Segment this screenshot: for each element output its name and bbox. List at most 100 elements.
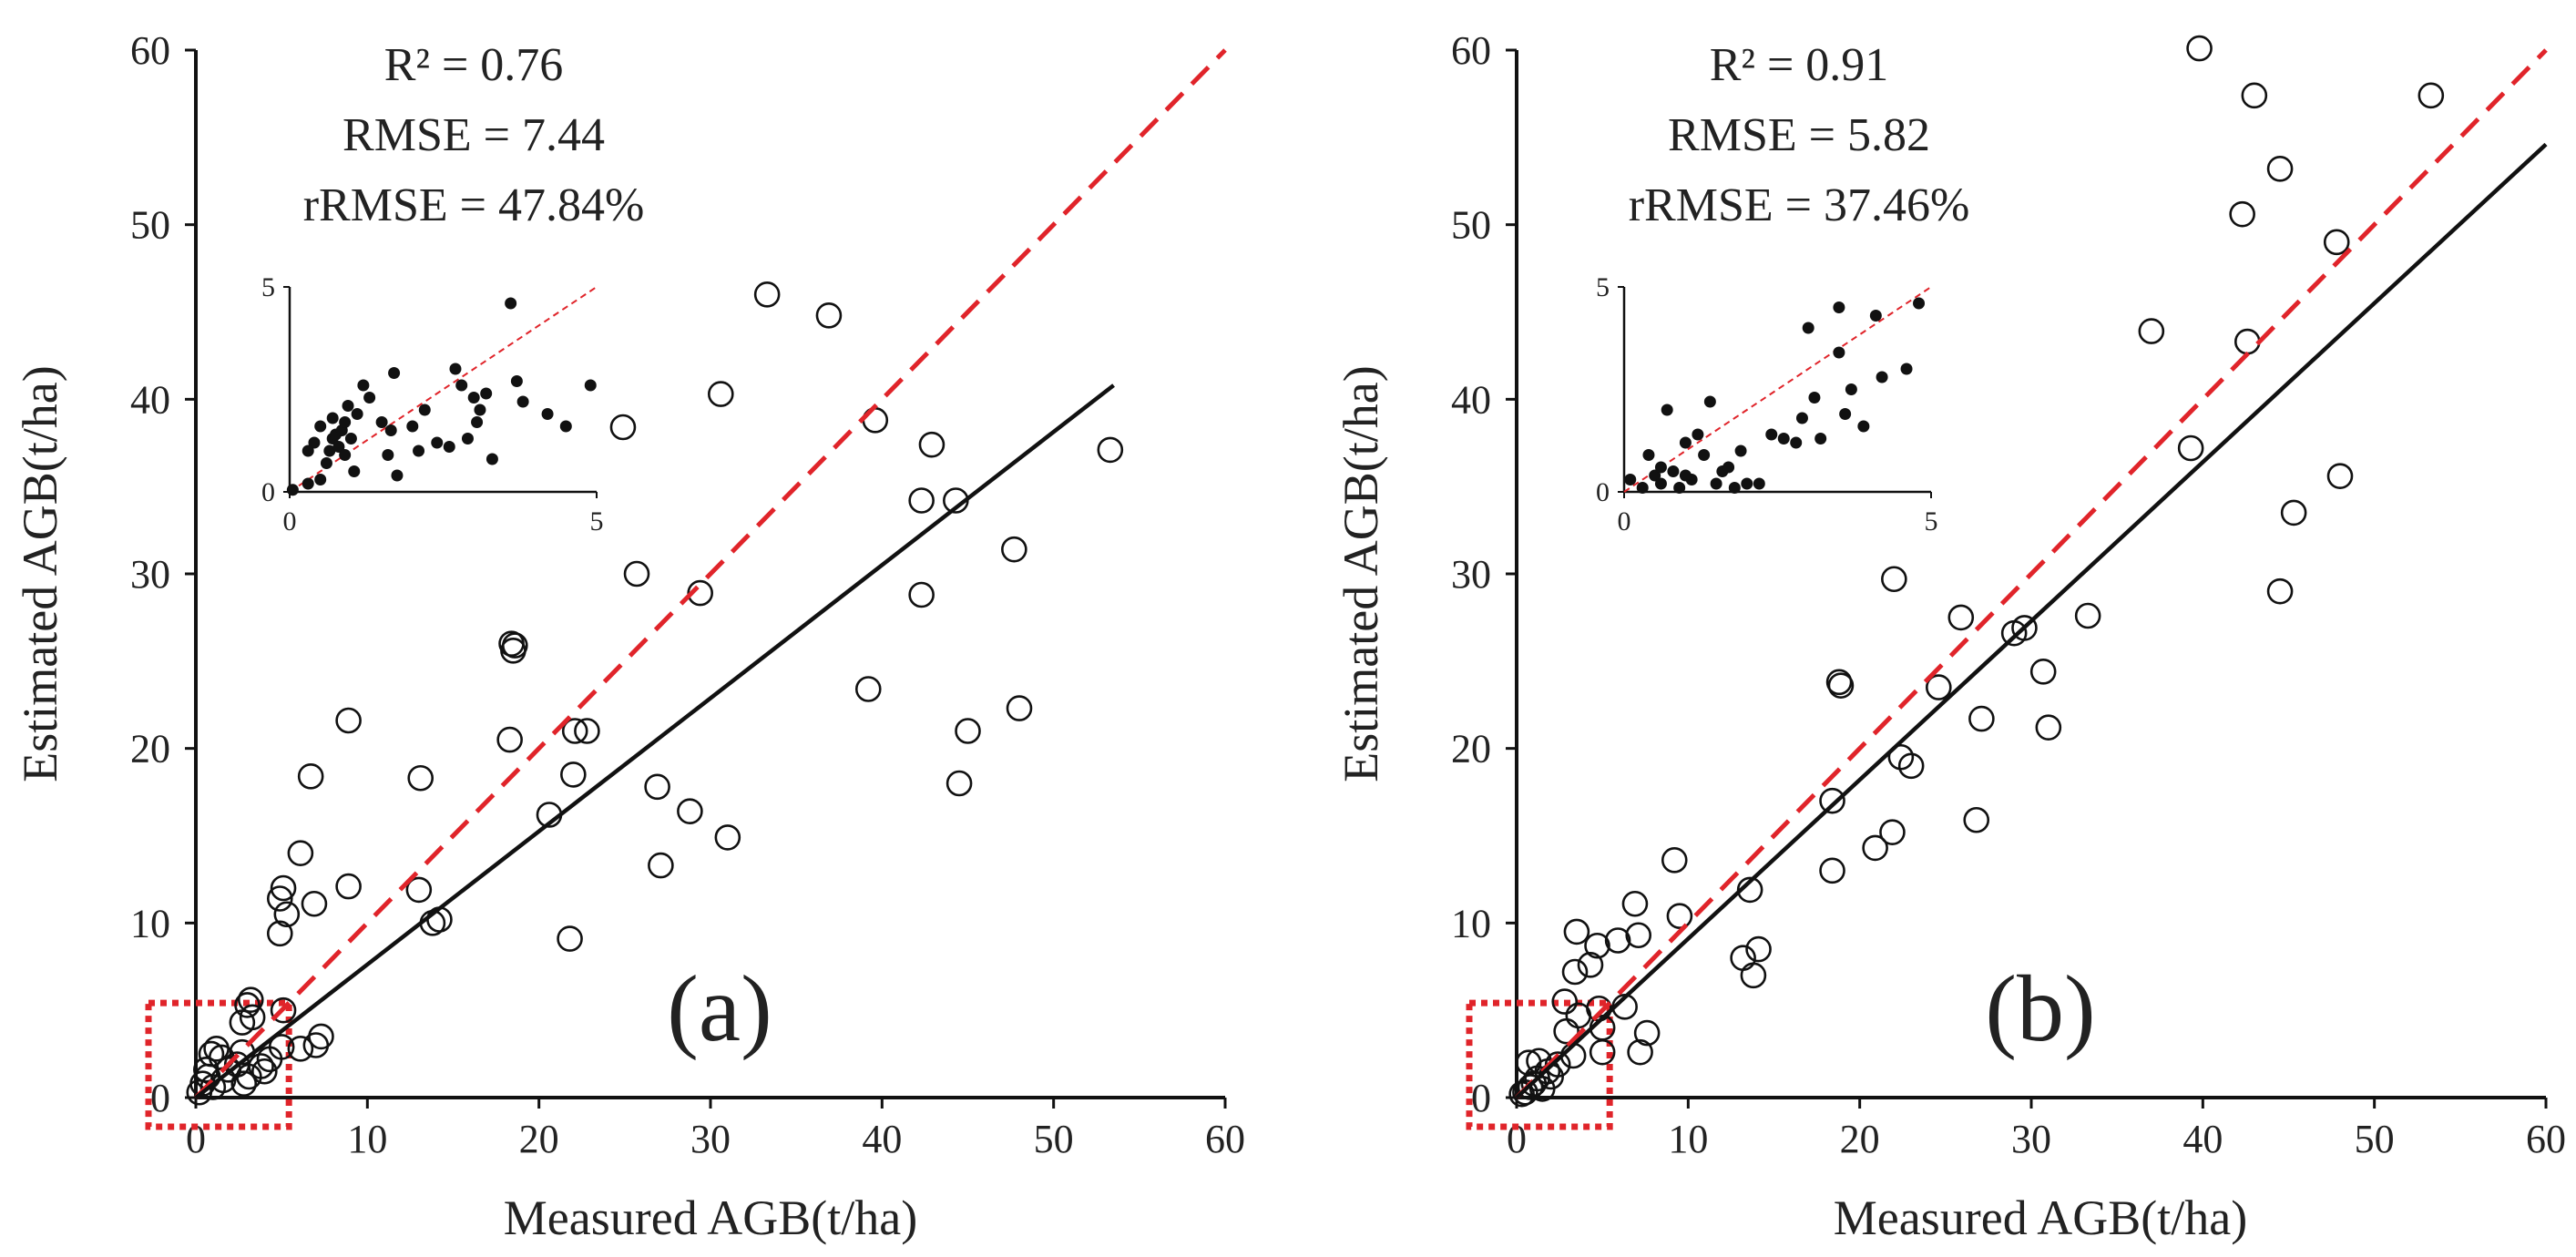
data-point — [1819, 857, 1845, 884]
inset-data-point — [413, 445, 425, 457]
inset-x-tick-label: 5 — [1925, 506, 1938, 537]
y-tick-label: 20 — [1451, 727, 1491, 772]
inset-data-point — [1913, 297, 1926, 310]
inset-data-point — [510, 375, 523, 387]
data-point — [560, 761, 587, 788]
data-point — [557, 925, 583, 952]
data-point — [301, 890, 328, 917]
data-point — [234, 992, 261, 1018]
stat-text: rRMSE = 47.84% — [303, 179, 645, 231]
data-point — [2035, 714, 2062, 741]
inset-data-point — [1649, 469, 1661, 482]
inset-data-point — [1839, 408, 1852, 420]
data-point — [251, 1058, 278, 1085]
y-tick-label: 0 — [1471, 1076, 1491, 1120]
data-point — [1512, 1078, 1538, 1106]
inset-y-tick-label: 0 — [261, 477, 275, 507]
data-point — [236, 1063, 262, 1090]
data-point — [335, 873, 362, 900]
y-tick-label: 50 — [130, 203, 170, 248]
inset-data-point — [418, 404, 431, 416]
x-tick-label: 40 — [862, 1117, 902, 1161]
highlight-box — [1466, 999, 1613, 1130]
data-point — [426, 906, 453, 933]
highlight-box — [145, 999, 292, 1130]
data-point — [405, 876, 433, 904]
x-tick-label: 0 — [186, 1117, 206, 1161]
data-point — [2229, 200, 2255, 228]
inset-data-point — [541, 408, 554, 420]
inset-data-point — [471, 416, 484, 428]
inset-one-to-one-line — [289, 286, 598, 493]
y-tick-label: 0 — [150, 1076, 170, 1120]
inset-data-point — [302, 445, 314, 457]
panel-label: (a) — [667, 956, 772, 1061]
data-point — [407, 764, 434, 792]
inset-data-point — [1833, 346, 1845, 359]
inset-data-point — [474, 404, 486, 416]
inset-data-point — [443, 441, 455, 453]
inset-data-point — [1900, 363, 1913, 375]
data-point — [687, 579, 714, 607]
inset-data-point — [1802, 322, 1814, 334]
inset-data-point — [382, 449, 394, 461]
data-point — [2029, 659, 2057, 685]
inset-data-point — [320, 457, 332, 469]
inset-data-point — [1845, 383, 1857, 395]
data-point — [2266, 577, 2294, 605]
panel-label: (b) — [1985, 956, 2095, 1061]
inset-data-point — [480, 387, 493, 400]
y-axis-label: Estimated AGB(t/ha) — [13, 365, 67, 782]
data-point — [2138, 318, 2165, 344]
inset-data-point — [1710, 477, 1722, 490]
inset-data-point — [1765, 428, 1778, 441]
inset-data-point — [1869, 310, 1882, 322]
data-point — [1006, 695, 1033, 721]
data-point — [1515, 1049, 1542, 1076]
y-tick-label: 20 — [130, 727, 170, 772]
inset-data-point — [1654, 477, 1667, 490]
inset-data-point — [1833, 301, 1845, 313]
inset-y-tick-label: 5 — [261, 272, 275, 302]
data-point — [2074, 602, 2101, 629]
stat-text: R² = 0.91 — [1710, 39, 1889, 91]
data-point — [1621, 890, 1649, 917]
data-point — [955, 718, 981, 744]
x-tick-label: 0 — [1507, 1117, 1527, 1161]
inset-data-point — [1636, 482, 1649, 494]
data-point — [908, 487, 935, 514]
data-point — [1666, 903, 1693, 929]
inset-data-point — [1698, 449, 1711, 461]
data-point — [1528, 1076, 1556, 1102]
data-point — [707, 381, 734, 407]
data-point — [946, 770, 973, 797]
x-tick-label: 10 — [347, 1117, 387, 1161]
inset-data-point — [1642, 449, 1655, 461]
stat-text: rRMSE = 37.46% — [1629, 179, 1970, 231]
data-point — [496, 726, 523, 753]
inset-data-point — [286, 484, 299, 496]
data-point — [1584, 932, 1610, 959]
inset-data-point — [1654, 461, 1667, 474]
inset-data-point — [332, 441, 345, 453]
data-point — [335, 707, 362, 734]
data-point — [273, 901, 301, 928]
inset-data-point — [1814, 433, 1827, 445]
y-tick-label: 40 — [1451, 377, 1491, 422]
inset-data-point — [455, 379, 468, 392]
data-point — [266, 920, 293, 947]
x-axis-label: Measured AGB(t/ha) — [504, 1191, 917, 1245]
inset-data-point — [342, 400, 354, 412]
inset-data-point — [505, 297, 517, 310]
inset-data-point — [461, 433, 474, 445]
data-point — [302, 1032, 330, 1058]
data-point — [623, 560, 650, 588]
data-point — [753, 281, 781, 308]
data-point — [1553, 1017, 1579, 1045]
x-tick-label: 40 — [2182, 1117, 2223, 1161]
inset-data-point — [1876, 371, 1888, 383]
inset-data-point — [357, 379, 370, 392]
data-point — [2186, 35, 2213, 62]
data-point — [908, 581, 935, 608]
inset-data-point — [1692, 428, 1704, 441]
